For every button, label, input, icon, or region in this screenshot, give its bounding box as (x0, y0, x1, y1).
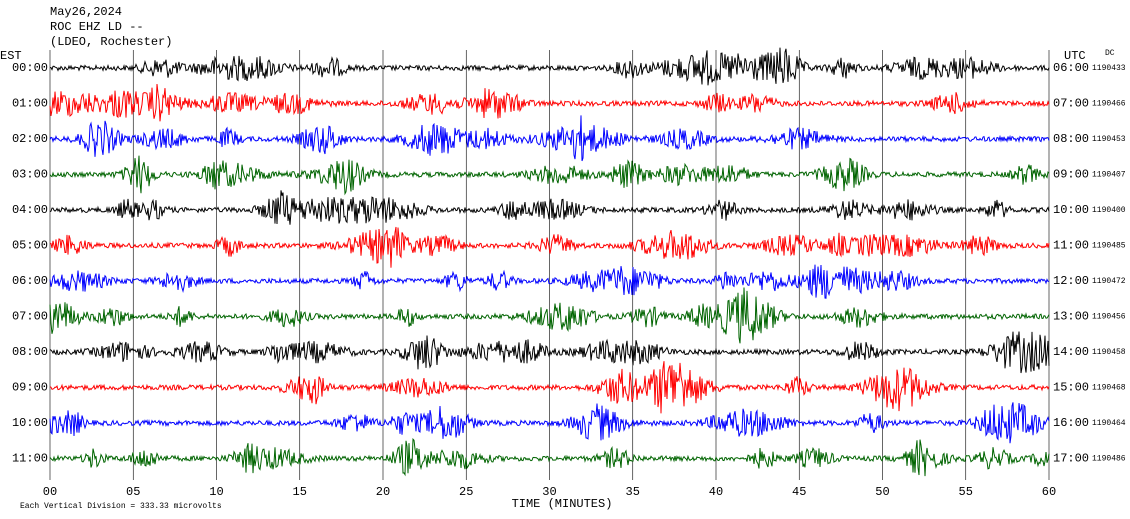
utc-label: 11:00 (1053, 239, 1089, 253)
trace (49, 190, 1050, 225)
est-label: 00:00 (12, 61, 48, 75)
x-tick-label: 55 (959, 485, 973, 499)
est-label: 09:00 (12, 381, 48, 395)
est-label: 10:00 (12, 416, 48, 430)
dc-value: 1190400 (1092, 206, 1126, 215)
utc-label: 09:00 (1053, 168, 1089, 182)
x-tick-label: 50 (875, 485, 889, 499)
x-tick-label: 25 (459, 485, 473, 499)
utc-label: 07:00 (1053, 97, 1089, 111)
dc-value: 1190407 (1092, 171, 1126, 180)
utc-label: 17:00 (1053, 452, 1089, 466)
dc-value: 1190472 (1092, 277, 1126, 286)
dc-value: 1190456 (1092, 313, 1126, 322)
dc-value: 1190453 (1092, 135, 1126, 144)
title-line: (LDEO, Rochester) (50, 35, 172, 49)
utc-label: 14:00 (1053, 345, 1089, 359)
utc-label: 08:00 (1053, 132, 1089, 146)
trace (49, 287, 1050, 344)
trace (49, 155, 1050, 196)
dc-label: DC (1105, 49, 1115, 58)
utc-label: 06:00 (1053, 61, 1089, 75)
est-label: 04:00 (12, 203, 48, 217)
est-label: 01:00 (12, 97, 48, 111)
title-line: ROC EHZ LD -- (50, 20, 144, 34)
utc-label: 12:00 (1053, 274, 1089, 288)
x-axis-label: TIME (MINUTES) (512, 497, 613, 511)
est-label: 03:00 (12, 168, 48, 182)
est-label: 07:00 (12, 310, 48, 324)
title-line: May26,2024 (50, 5, 122, 19)
x-tick-label: 00 (43, 485, 57, 499)
est-label: 11:00 (12, 452, 48, 466)
utc-label: 16:00 (1053, 416, 1089, 430)
trace (49, 226, 1050, 268)
x-tick-label: 35 (626, 485, 640, 499)
est-label: 06:00 (12, 274, 48, 288)
est-label: 02:00 (12, 132, 48, 146)
trace (49, 83, 1050, 122)
utc-label: 10:00 (1053, 203, 1089, 217)
trace (49, 438, 1050, 477)
x-tick-label: 45 (792, 485, 806, 499)
x-tick-label: 60 (1042, 485, 1056, 499)
right-axis-label: UTC (1064, 49, 1086, 63)
utc-label: 15:00 (1053, 381, 1089, 395)
dc-value: 1190466 (1092, 100, 1126, 109)
x-tick-label: 05 (126, 485, 140, 499)
dc-value: 1190485 (1092, 242, 1126, 251)
est-label: 08:00 (12, 345, 48, 359)
trace (49, 361, 1050, 414)
dc-value: 1190458 (1092, 348, 1126, 357)
utc-label: 13:00 (1053, 310, 1089, 324)
trace (49, 264, 1049, 299)
dc-value: 1190464 (1092, 419, 1126, 428)
x-tick-label: 20 (376, 485, 390, 499)
x-tick-label: 40 (709, 485, 723, 499)
trace (49, 331, 1050, 374)
dc-value: 1190433 (1092, 64, 1126, 73)
x-tick-label: 15 (293, 485, 307, 499)
scale-note: Each Vertical Division = 333.33 microvol… (20, 502, 222, 511)
dc-value: 1190468 (1092, 384, 1126, 393)
x-tick-label: 30 (542, 485, 556, 499)
trace (49, 115, 1050, 162)
x-tick-label: 10 (209, 485, 223, 499)
trace (49, 402, 1050, 444)
est-label: 05:00 (12, 239, 48, 253)
trace (50, 47, 1050, 86)
dc-value: 1190486 (1092, 455, 1126, 464)
left-axis-label: EST (0, 49, 22, 63)
